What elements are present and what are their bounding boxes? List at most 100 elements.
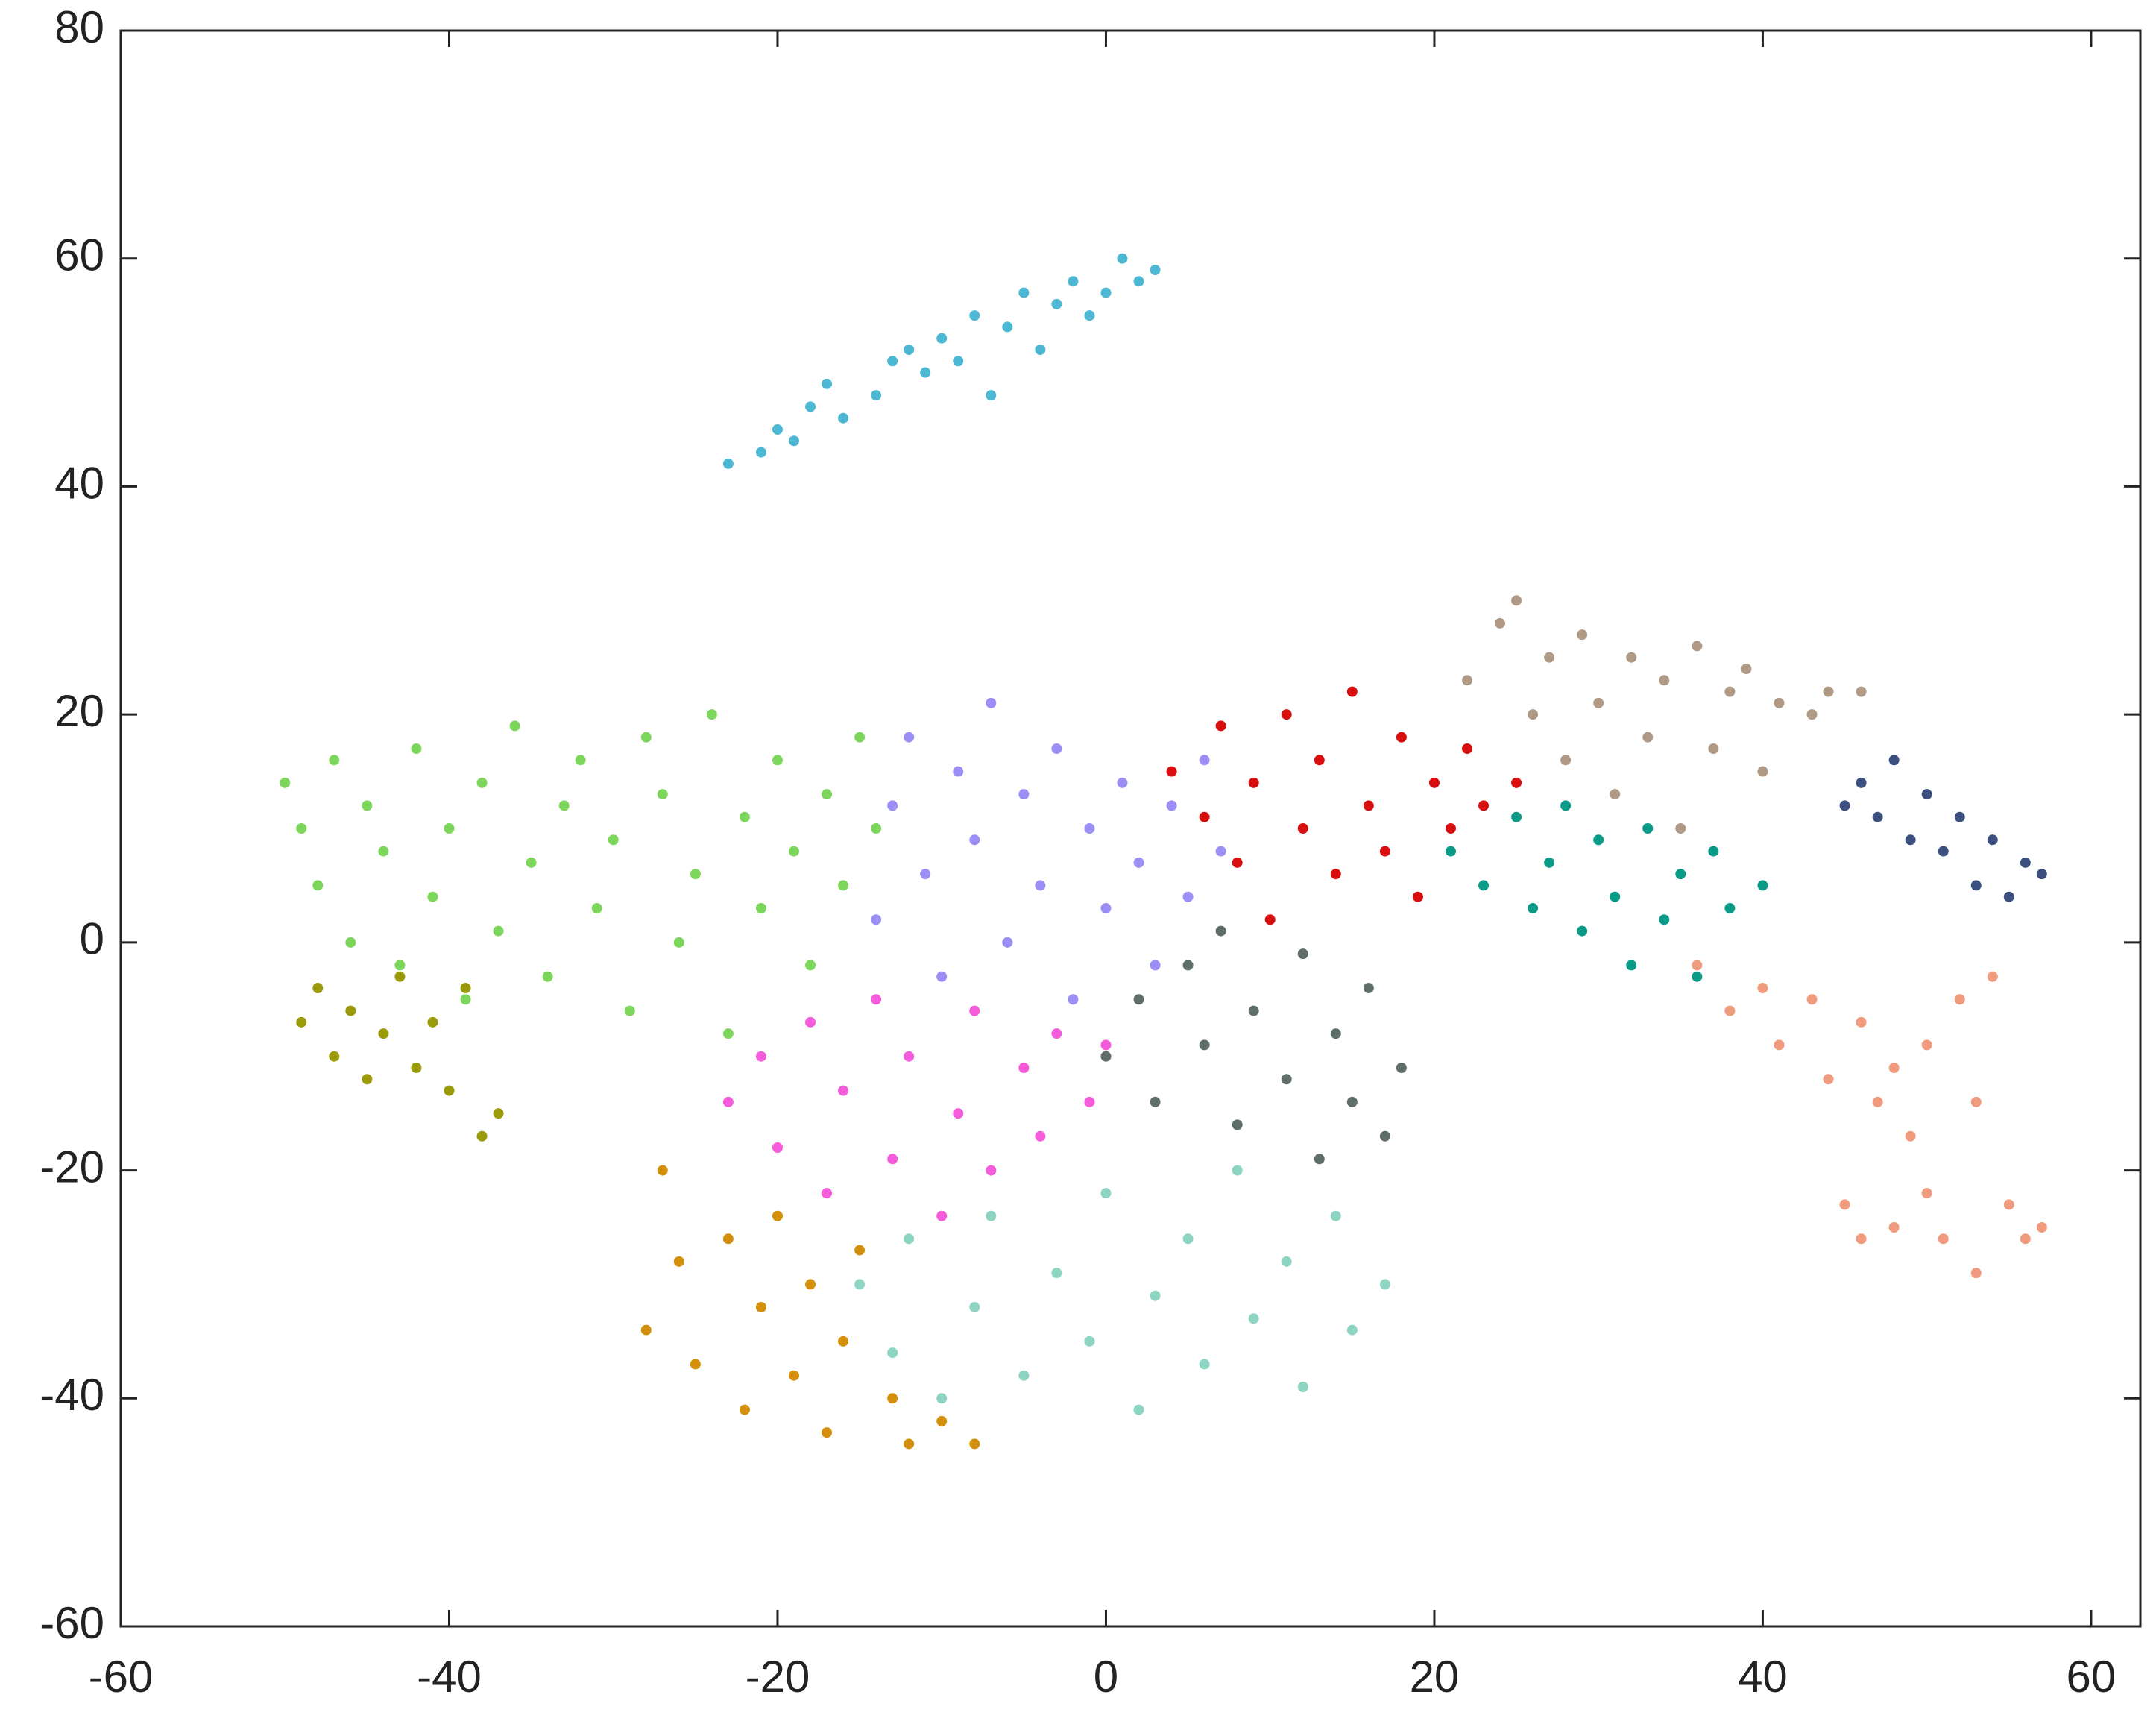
- point: [1084, 310, 1095, 321]
- point: [1133, 994, 1144, 1005]
- point: [542, 971, 553, 982]
- point: [1774, 697, 1785, 708]
- point: [969, 1438, 980, 1450]
- y-tick-label: 20: [54, 686, 104, 736]
- point: [1051, 1268, 1062, 1279]
- point: [345, 1005, 356, 1016]
- point: [1856, 686, 1867, 697]
- point: [822, 789, 833, 800]
- point: [1659, 675, 1670, 686]
- point: [1757, 766, 1768, 777]
- point: [1068, 276, 1079, 287]
- point: [822, 1188, 833, 1199]
- y-tick-label: 0: [80, 914, 104, 964]
- point: [493, 925, 504, 937]
- point: [1346, 1324, 1358, 1336]
- point: [2003, 891, 2014, 902]
- point: [608, 834, 619, 846]
- point: [1560, 800, 1572, 811]
- point: [805, 960, 816, 971]
- point: [624, 1005, 635, 1016]
- point: [789, 435, 799, 447]
- point: [1100, 1039, 1112, 1051]
- x-tick-label: -60: [89, 1652, 154, 1702]
- point: [936, 1210, 948, 1221]
- point: [378, 1028, 389, 1039]
- x-tick-label: 60: [2067, 1652, 2116, 1702]
- point: [690, 1359, 701, 1370]
- point: [904, 1233, 915, 1245]
- point: [953, 356, 964, 367]
- point: [1035, 345, 1046, 355]
- point: [1626, 960, 1637, 971]
- point: [1856, 1016, 1867, 1028]
- point: [1741, 664, 1752, 674]
- point: [1330, 869, 1341, 880]
- x-tick-label: 40: [1738, 1652, 1788, 1702]
- point: [1396, 732, 1407, 743]
- point: [755, 1302, 766, 1312]
- point: [1281, 709, 1292, 720]
- point: [1888, 1063, 1900, 1073]
- point: [1133, 1404, 1144, 1415]
- point: [1888, 1222, 1900, 1233]
- point: [871, 823, 882, 834]
- point: [1199, 1359, 1210, 1370]
- point: [1938, 846, 1949, 857]
- point: [1987, 971, 1998, 982]
- point: [1314, 1154, 1325, 1165]
- point: [312, 983, 324, 993]
- point: [345, 937, 356, 948]
- point: [1182, 891, 1194, 902]
- point: [1774, 1039, 1785, 1051]
- point: [460, 994, 471, 1005]
- point: [1035, 880, 1046, 891]
- point: [1018, 287, 1030, 298]
- point: [1035, 1130, 1046, 1142]
- point: [640, 732, 652, 743]
- point: [789, 1370, 799, 1381]
- point: [1166, 800, 1177, 811]
- point: [1297, 823, 1308, 834]
- point: [509, 720, 520, 732]
- point: [1281, 1256, 1292, 1267]
- point: [1150, 960, 1161, 971]
- point: [1117, 253, 1128, 264]
- point: [854, 1279, 866, 1290]
- point: [1215, 846, 1226, 857]
- point: [887, 1393, 898, 1404]
- point: [904, 732, 915, 743]
- point: [476, 1130, 488, 1142]
- point: [1987, 834, 1998, 846]
- point: [904, 1051, 915, 1062]
- point: [657, 1165, 668, 1176]
- point: [706, 709, 717, 720]
- point: [1018, 1063, 1030, 1073]
- point: [1133, 276, 1144, 287]
- point: [1528, 903, 1539, 913]
- point: [1215, 720, 1226, 732]
- point: [1478, 880, 1490, 891]
- point: [969, 1005, 980, 1016]
- point: [1577, 629, 1588, 641]
- point: [1872, 811, 1883, 822]
- x-tick-label: 0: [1094, 1652, 1118, 1702]
- point: [936, 1415, 948, 1426]
- point: [362, 800, 373, 811]
- point: [1692, 971, 1703, 982]
- y-tick-label: -40: [40, 1370, 104, 1420]
- point: [1150, 265, 1161, 275]
- point: [887, 356, 898, 367]
- point: [394, 960, 406, 971]
- point: [1199, 1039, 1210, 1051]
- point: [411, 1063, 422, 1073]
- point: [1117, 777, 1128, 788]
- point: [1232, 1119, 1243, 1130]
- point: [1084, 1336, 1095, 1347]
- point: [1150, 1290, 1161, 1301]
- point: [640, 1324, 652, 1336]
- point: [1970, 1268, 1982, 1279]
- point: [378, 846, 389, 857]
- point: [772, 424, 783, 435]
- point: [722, 458, 734, 469]
